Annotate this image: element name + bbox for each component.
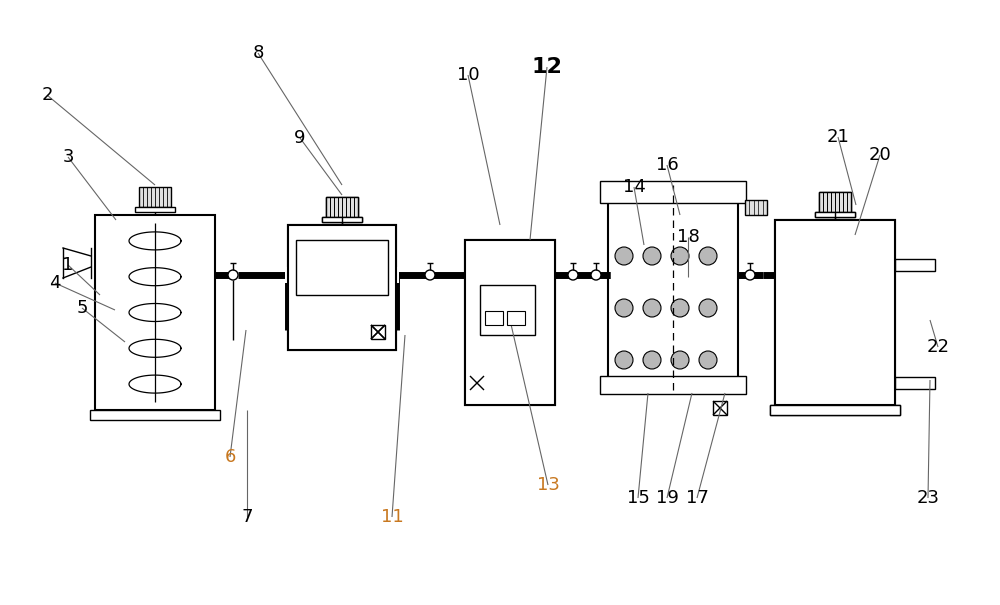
Circle shape (643, 351, 661, 369)
Bar (819, 192, 851, 212)
Circle shape (699, 299, 717, 317)
Bar (770, 405, 900, 415)
Bar (371, 325, 385, 339)
Circle shape (615, 299, 633, 317)
Bar (815, 212, 855, 217)
Bar (815, 212, 855, 217)
Bar (600, 376, 746, 394)
Bar (465, 240, 555, 405)
Bar (770, 405, 900, 415)
Circle shape (591, 270, 601, 280)
Circle shape (615, 247, 633, 265)
Text: 15: 15 (627, 489, 649, 507)
Circle shape (615, 351, 633, 369)
Bar (95, 215, 215, 410)
Bar (745, 200, 767, 215)
Bar (296, 240, 388, 295)
Text: 16: 16 (656, 156, 678, 174)
Text: 7: 7 (241, 508, 253, 526)
Bar (480, 285, 535, 335)
Text: 21: 21 (827, 128, 849, 146)
Text: 4: 4 (49, 274, 61, 292)
Text: 2: 2 (41, 86, 53, 104)
Bar (485, 311, 503, 325)
Text: 1: 1 (62, 256, 74, 274)
Bar (480, 285, 535, 335)
Bar (819, 192, 851, 212)
Bar (507, 311, 525, 325)
Text: 3: 3 (62, 148, 74, 166)
Text: 12: 12 (532, 57, 562, 77)
Bar (285, 267, 399, 283)
Text: 23: 23 (916, 489, 940, 507)
Text: 20: 20 (869, 146, 891, 164)
Bar (296, 240, 388, 295)
Bar (485, 311, 503, 325)
Bar (288, 225, 396, 350)
Circle shape (699, 351, 717, 369)
Bar (470, 376, 484, 390)
Bar (90, 410, 220, 420)
Circle shape (671, 299, 689, 317)
Text: 9: 9 (294, 129, 306, 147)
Bar (322, 217, 362, 222)
Bar (775, 220, 895, 405)
Circle shape (671, 247, 689, 265)
Bar (713, 401, 727, 415)
Circle shape (228, 270, 238, 280)
Bar (895, 377, 935, 389)
Text: 19: 19 (656, 489, 678, 507)
Bar (465, 240, 555, 405)
Text: 18: 18 (677, 228, 699, 246)
Bar (608, 185, 738, 390)
Bar (507, 311, 525, 325)
Circle shape (745, 270, 755, 280)
Bar (895, 259, 935, 271)
Text: 10: 10 (457, 66, 479, 84)
Text: 11: 11 (381, 508, 403, 526)
Text: 17: 17 (686, 489, 708, 507)
Bar (326, 197, 358, 217)
Bar (135, 207, 175, 212)
Bar (775, 220, 895, 405)
Circle shape (671, 351, 689, 369)
Text: 8: 8 (252, 44, 264, 62)
Circle shape (568, 270, 578, 280)
Bar (371, 325, 385, 339)
Circle shape (643, 247, 661, 265)
Bar (288, 225, 396, 350)
Bar (326, 197, 358, 217)
Circle shape (699, 247, 717, 265)
Bar (139, 187, 171, 207)
Text: 13: 13 (537, 476, 559, 494)
Circle shape (425, 270, 435, 280)
Text: 5: 5 (76, 299, 88, 317)
Text: 14: 14 (623, 178, 645, 196)
Bar (600, 181, 746, 203)
Circle shape (643, 299, 661, 317)
Text: 6: 6 (224, 448, 236, 466)
Text: 22: 22 (926, 338, 950, 356)
Bar (470, 376, 484, 390)
Bar (322, 217, 362, 222)
